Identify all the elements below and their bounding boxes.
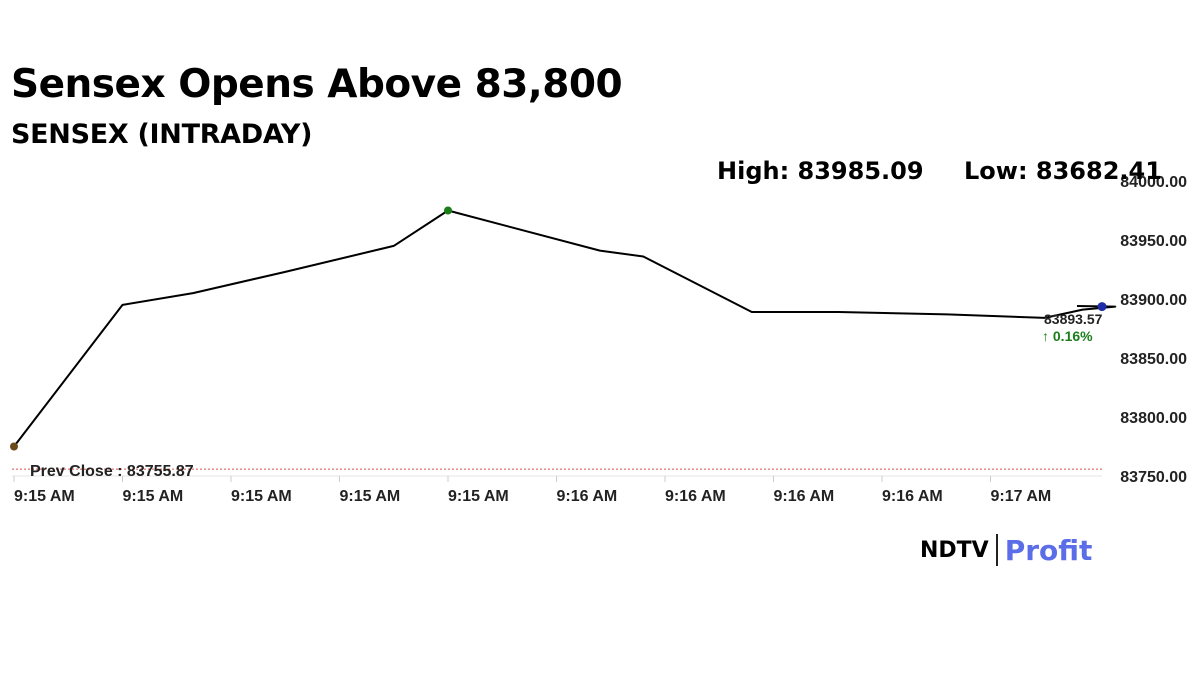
- last-price-label: 83893.57: [1044, 311, 1103, 327]
- y-axis: 84000.00 83950.00 83900.00 83850.00 83800.00…: [1120, 174, 1187, 486]
- y-tick-label: 83800.00: [1120, 410, 1187, 427]
- x-axis-ticks: 9:15 AM 9:15 AM 9:15 AM 9:15 AM 9:15 AM 9:16 …: [13, 476, 1052, 505]
- y-tick-label: 83950.00: [1120, 233, 1187, 250]
- y-tick-label: 83850.00: [1120, 351, 1187, 368]
- prev-close: Prev Close : 83755.87: [12, 463, 1102, 480]
- logo-divider: [995, 534, 998, 566]
- x-tick-label: 9:16 AM: [774, 488, 835, 505]
- y-tick-label: 83750.00: [1120, 469, 1187, 486]
- start-point-marker: [10, 442, 18, 451]
- low-stat: Low: 83682.41: [964, 157, 1162, 185]
- last-change-label: ↑ 0.16%: [1042, 328, 1093, 344]
- logo-profit: Profit: [1004, 533, 1093, 567]
- x-tick-label: 9:15 AM: [14, 488, 75, 505]
- x-tick-label: 9:16 AM: [557, 488, 618, 505]
- x-tick-label: 9:16 AM: [882, 488, 943, 505]
- last-value-annotation: 83893.57 ↑ 0.16%: [1042, 311, 1103, 344]
- logo-ndtv: NDTV: [920, 537, 989, 563]
- sensex-line: [13, 209, 1117, 448]
- ndtv-profit-logo: NDTV Profit: [920, 532, 1092, 568]
- x-tick-label: 9:15 AM: [340, 488, 401, 505]
- x-tick-label: 9:17 AM: [991, 488, 1052, 505]
- y-tick-label: 84000.00: [1120, 174, 1187, 191]
- x-tick-label: 9:15 AM: [123, 488, 184, 505]
- x-tick-label: 9:15 AM: [231, 488, 292, 505]
- high-point-marker: [444, 206, 452, 215]
- last-point-marker: [1097, 302, 1107, 312]
- x-tick-label: 9:15 AM: [448, 488, 509, 505]
- y-tick-label: 83900.00: [1120, 292, 1187, 309]
- chart-headline: Sensex Opens Above 83,800: [11, 62, 623, 107]
- x-tick-label: 9:16 AM: [665, 488, 726, 505]
- high-stat: High: 83985.09: [717, 157, 924, 185]
- point-markers: [10, 206, 1107, 451]
- prev-close-label: Prev Close : 83755.87: [30, 463, 194, 480]
- chart-subheadline: SENSEX (INTRADAY): [11, 119, 313, 150]
